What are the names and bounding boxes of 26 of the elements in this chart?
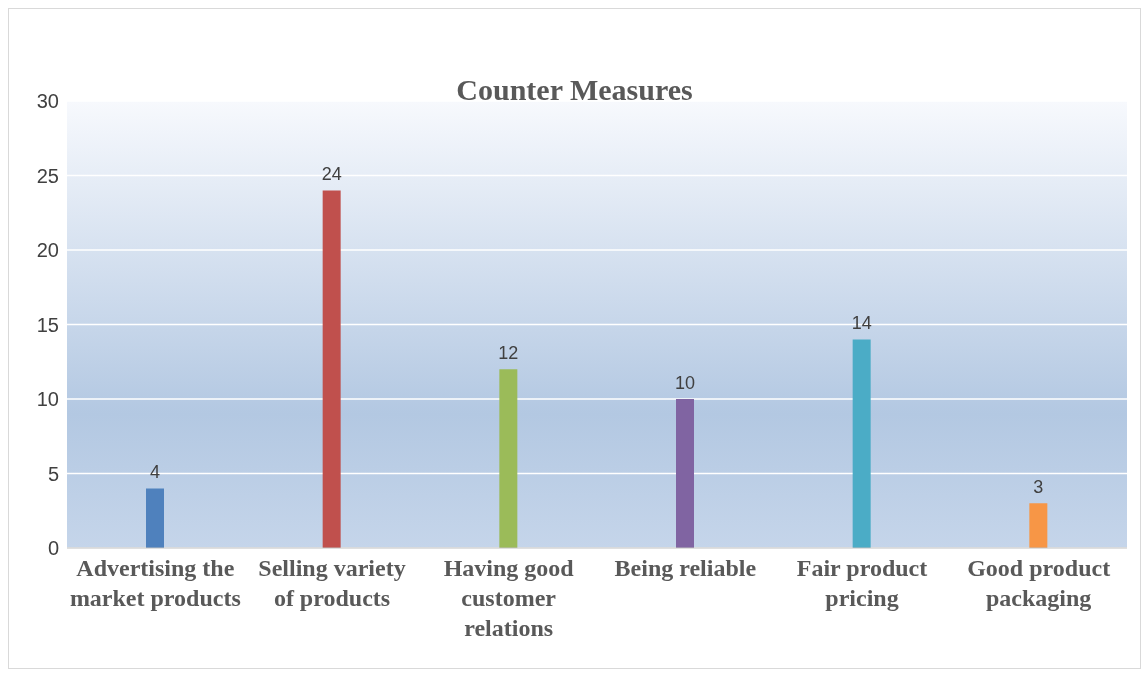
x-tick-label: Having good customer relations	[443, 555, 575, 641]
bar	[146, 488, 164, 548]
y-tick-label: 5	[47, 462, 59, 485]
bar	[1029, 503, 1048, 548]
data-label: 14	[851, 313, 872, 334]
bar	[676, 399, 694, 548]
data-label: 24	[321, 164, 342, 185]
data-label: 4	[149, 462, 161, 483]
x-tick-label: Being reliable	[614, 555, 757, 581]
chart-title: Counter Measures	[456, 73, 693, 106]
bar	[499, 369, 518, 548]
y-tick-label: 30	[36, 90, 59, 113]
data-label: 12	[498, 343, 519, 364]
x-tick-label: Good product packaging	[967, 555, 1111, 611]
y-tick-label: 15	[36, 313, 59, 336]
y-tick-label: 25	[36, 164, 59, 187]
y-tick-label: 20	[36, 239, 59, 262]
x-tick-label: Fair product pricing	[796, 555, 928, 611]
x-tick-label: Selling variety of products	[258, 555, 406, 611]
data-label: 10	[674, 373, 696, 393]
bar	[852, 339, 871, 548]
bar	[322, 190, 341, 548]
data-label: 3	[1033, 477, 1044, 498]
y-tick-label: 0	[47, 537, 59, 560]
x-tick-label: Advertising the market products	[69, 555, 241, 611]
y-tick-label: 10	[36, 388, 59, 411]
